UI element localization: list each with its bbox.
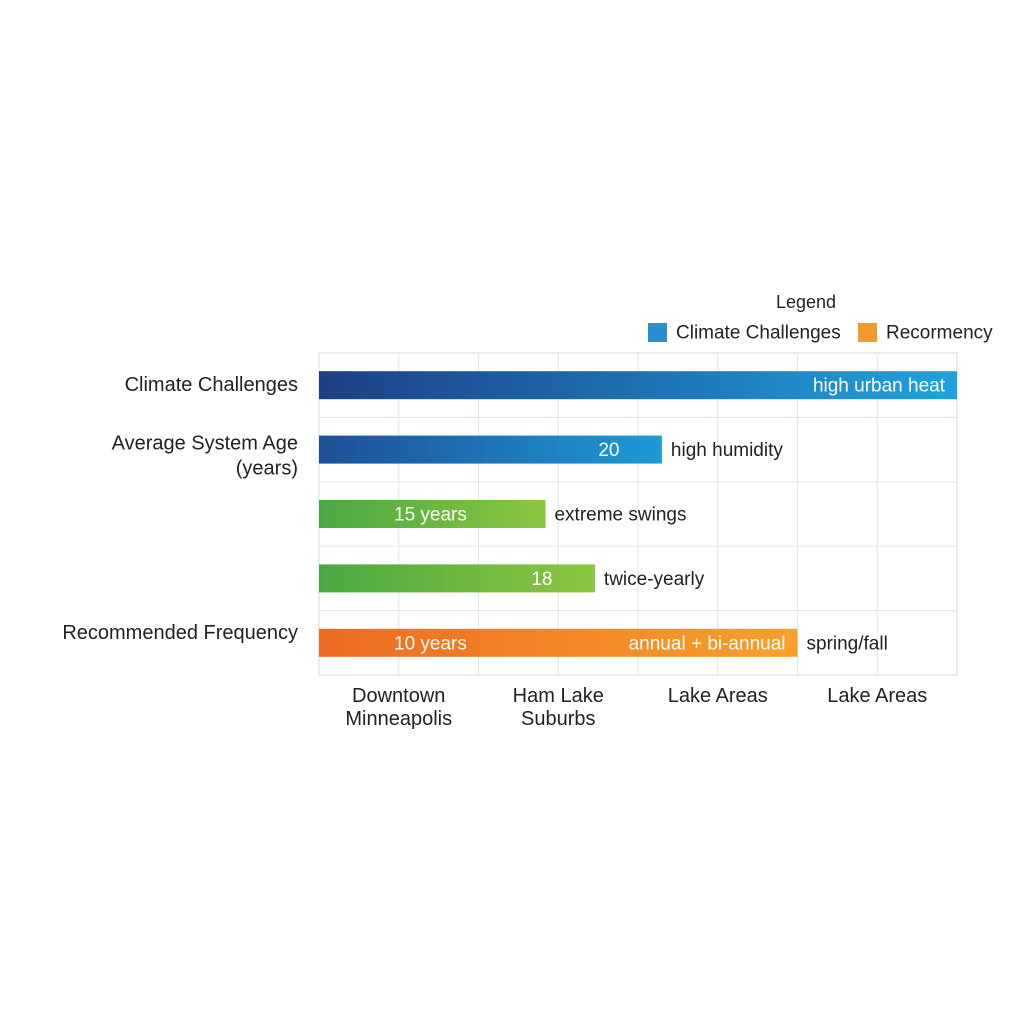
bar-annotation-label: twice-yearly [604,569,705,590]
bar [319,435,662,464]
x-tick-label: Suburbs [521,708,596,730]
bar-inner-label: 10 years [394,633,467,654]
bar-value-label: 20 [598,440,619,461]
bar [319,371,957,400]
chart-bars [319,371,957,657]
bar-annotation-label: extreme swings [554,505,686,526]
bar [319,564,595,593]
x-tick-label: Lake Areas [827,685,927,707]
chart-legend: Legend Climate Challenges Recormency [648,292,993,344]
bar-inner-label: 15 years [394,505,467,526]
legend-label: Climate Challenges [676,323,841,344]
bar-value-label: 18 [531,569,552,590]
chart-grid [318,352,958,676]
x-tick-label: Lake Areas [668,685,768,707]
row-label: Average System Age [112,433,298,455]
x-tick-label: Minneapolis [345,708,452,730]
legend-label: Recormency [886,323,993,344]
x-tick-label: Ham Lake [513,685,604,707]
row-label: (years) [236,458,298,480]
bar-value-label: high urban heat [813,376,946,397]
legend-title: Legend [776,292,836,312]
row-label: Climate Challenges [125,374,298,396]
legend-swatch [648,323,667,342]
row-label: Recommended Frequency [62,622,298,644]
bar-annotation-label: high humidity [671,440,783,461]
bar-annotation-label: spring/fall [807,633,888,654]
chart-labels: high urban heat Climate Challenges 20 high … [62,374,945,730]
legend-swatch [858,323,877,342]
bar-value-label: annual + bi-annual [629,633,786,654]
bar [319,500,546,528]
x-tick-label: Downtown [352,685,445,707]
bar [319,628,798,657]
